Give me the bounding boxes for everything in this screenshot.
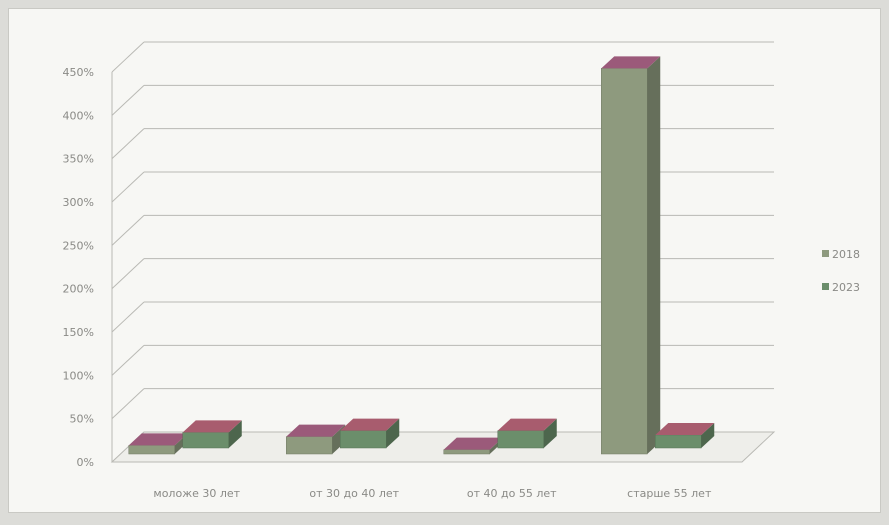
bar-top-2018-3 (601, 56, 661, 69)
x-tick-label: от 30 до 40 лет (309, 487, 399, 500)
gridline-depth (111, 128, 145, 160)
y-tick-label: 150% (63, 326, 94, 339)
gridline-depth (111, 171, 145, 203)
y-tick-label: 400% (63, 109, 94, 122)
y-tick-label: 250% (63, 239, 94, 252)
x-tick-label: от 40 до 55 лет (467, 487, 557, 500)
y-tick-label: 450% (63, 66, 94, 79)
bar-top-2018-2 (443, 437, 503, 450)
gridline-depth (111, 84, 145, 116)
bar-side-2023-3 (701, 423, 715, 448)
y-tick-label: 350% (63, 153, 94, 166)
bar-top-2023-3 (655, 423, 715, 435)
bar-2018-2 (443, 449, 490, 455)
bar-2023-3 (655, 434, 702, 449)
bar-2023-0 (182, 432, 229, 449)
bar-top-2023-0 (182, 420, 242, 433)
bar-2018-0 (128, 445, 175, 455)
legend-swatch-2023 (822, 283, 829, 290)
bar-side-2023-2 (543, 418, 557, 448)
y-tick-label: 50% (70, 413, 94, 426)
y-tick-label: 100% (63, 369, 94, 382)
bar-top-2018-0 (128, 433, 188, 446)
bar-top-2023-1 (340, 418, 400, 431)
gridline-depth (111, 301, 145, 333)
gridline-depth (111, 388, 145, 420)
bar-top-2023-2 (497, 418, 557, 431)
bar-2018-3 (601, 68, 648, 455)
bar-2018-1 (286, 436, 333, 455)
x-tick-label: старше 55 лет (627, 487, 712, 500)
legend-label-2023: 2023 (832, 281, 860, 294)
bar-side-2018-3 (647, 56, 661, 454)
gridline-depth (111, 344, 145, 376)
legend-label-2018: 2018 (832, 248, 860, 261)
gridline-depth (111, 258, 145, 290)
y-tick-label: 0% (77, 456, 94, 469)
x-tick-label: моложе 30 лет (153, 487, 240, 500)
legend-swatch-2018 (822, 250, 829, 257)
bar-top-2018-1 (286, 424, 346, 437)
bar-2023-2 (497, 430, 544, 449)
bar-side-2023-0 (228, 420, 242, 448)
gridline-depth (111, 214, 145, 246)
bar-2023-1 (340, 430, 387, 449)
y-tick-label: 200% (63, 283, 94, 296)
bar-side-2023-1 (386, 418, 400, 448)
y-tick-label: 300% (63, 196, 94, 209)
gridline-depth (111, 41, 145, 73)
chart-frame (8, 8, 881, 513)
